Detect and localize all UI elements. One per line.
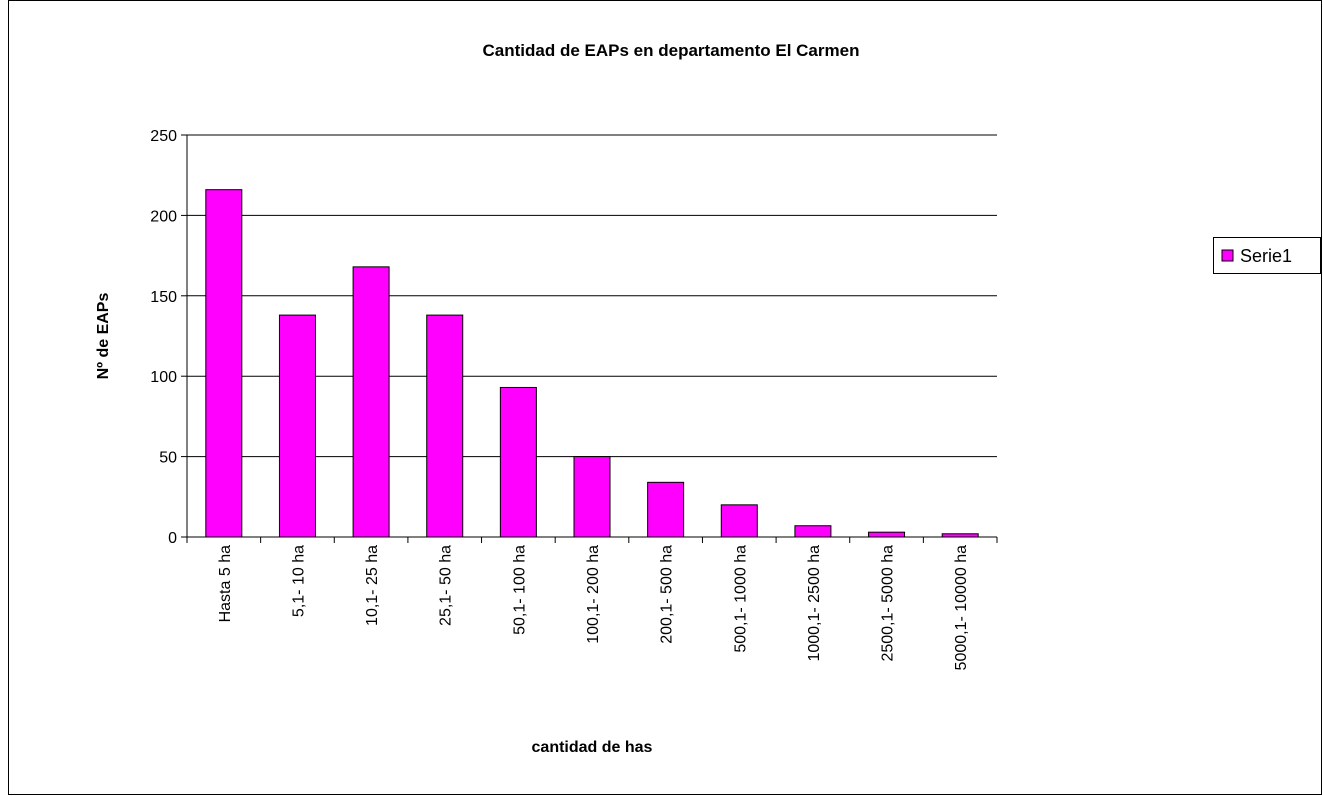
y-tick-label: 0 [168, 530, 177, 547]
bar [205, 189, 243, 538]
bar [352, 266, 390, 538]
bar [573, 456, 611, 538]
bar [426, 314, 464, 538]
x-tick-label: 500,1- 1000 ha [732, 545, 749, 653]
x-tick-label: 25,1- 50 ha [438, 545, 455, 626]
bar [868, 531, 906, 538]
y-axis-label: Nº de EAPs [95, 293, 112, 380]
bar [720, 504, 758, 538]
x-tick-label: 10,1- 25 ha [364, 545, 381, 626]
y-tick-label: 200 [150, 208, 177, 225]
x-tick-label: 5000,1- 10000 ha [953, 545, 970, 671]
y-tick-label: 150 [150, 289, 177, 306]
x-tick-label: 200,1- 500 ha [659, 545, 676, 644]
x-tick-label: 5,1- 10 ha [290, 545, 307, 617]
y-tick-label: 50 [159, 450, 177, 467]
legend-swatch [1221, 249, 1234, 262]
y-tick-label: 100 [150, 369, 177, 386]
x-tick-label: 100,1- 200 ha [585, 545, 602, 644]
x-tick-label: 50,1- 100 ha [511, 545, 528, 635]
y-tick-label: 250 [150, 128, 177, 145]
bar [647, 481, 685, 538]
x-tick-label: 1000,1- 2500 ha [806, 545, 823, 662]
legend-label: Serie1 [1240, 246, 1292, 266]
x-tick-label: 2500,1- 5000 ha [880, 545, 897, 662]
bar [499, 386, 537, 538]
bar [794, 525, 832, 538]
chart-title: Cantidad de EAPs en departamento El Carm… [483, 41, 860, 60]
bar [941, 533, 979, 538]
x-tick-label: Hasta 5 ha [217, 545, 234, 622]
x-axis-label: cantidad de has [532, 739, 653, 756]
bar [278, 314, 316, 538]
